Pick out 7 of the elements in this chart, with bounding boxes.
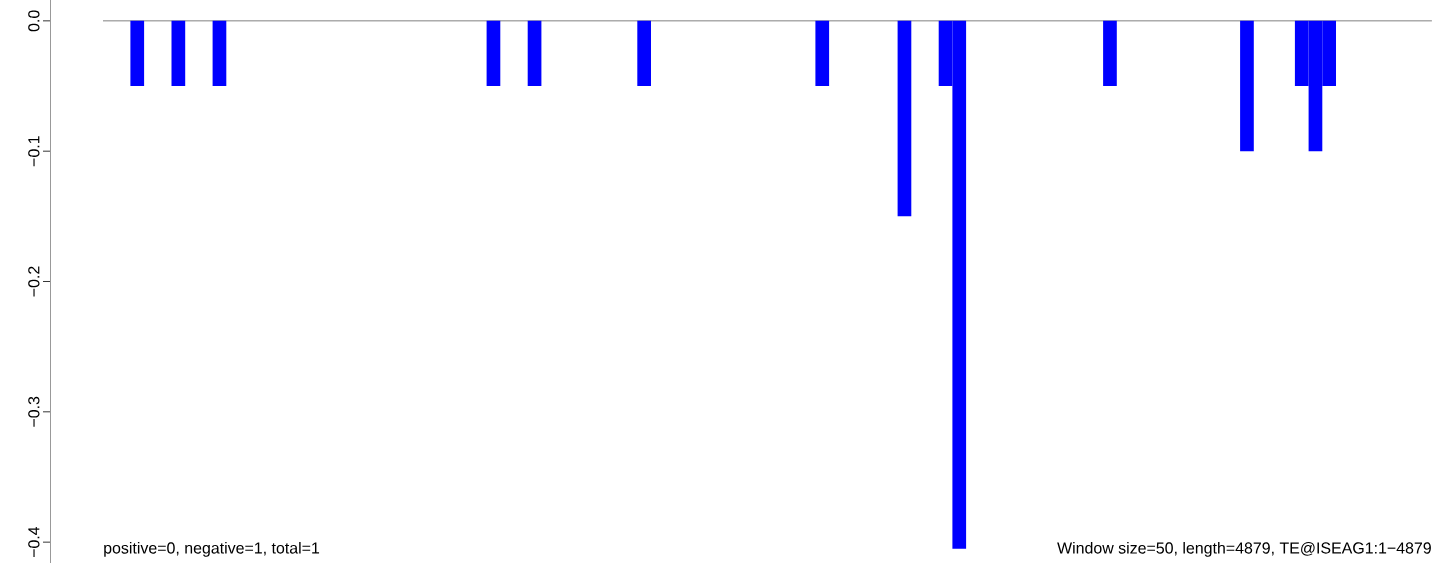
annotation: positive=0, negative=1, total=1 — [104, 541, 320, 557]
y-tick-label: −0.1 — [28, 136, 40, 167]
y-tick-label: 0.0 — [28, 10, 40, 32]
annotation: Window size=50, length=4879, TE@ISEAG1:1−4879 — [1057, 541, 1431, 557]
y-tick-label: −0.2 — [28, 266, 40, 297]
y-tick-label: −0.3 — [28, 396, 40, 427]
y-tick-label: −0.4 — [28, 526, 40, 558]
